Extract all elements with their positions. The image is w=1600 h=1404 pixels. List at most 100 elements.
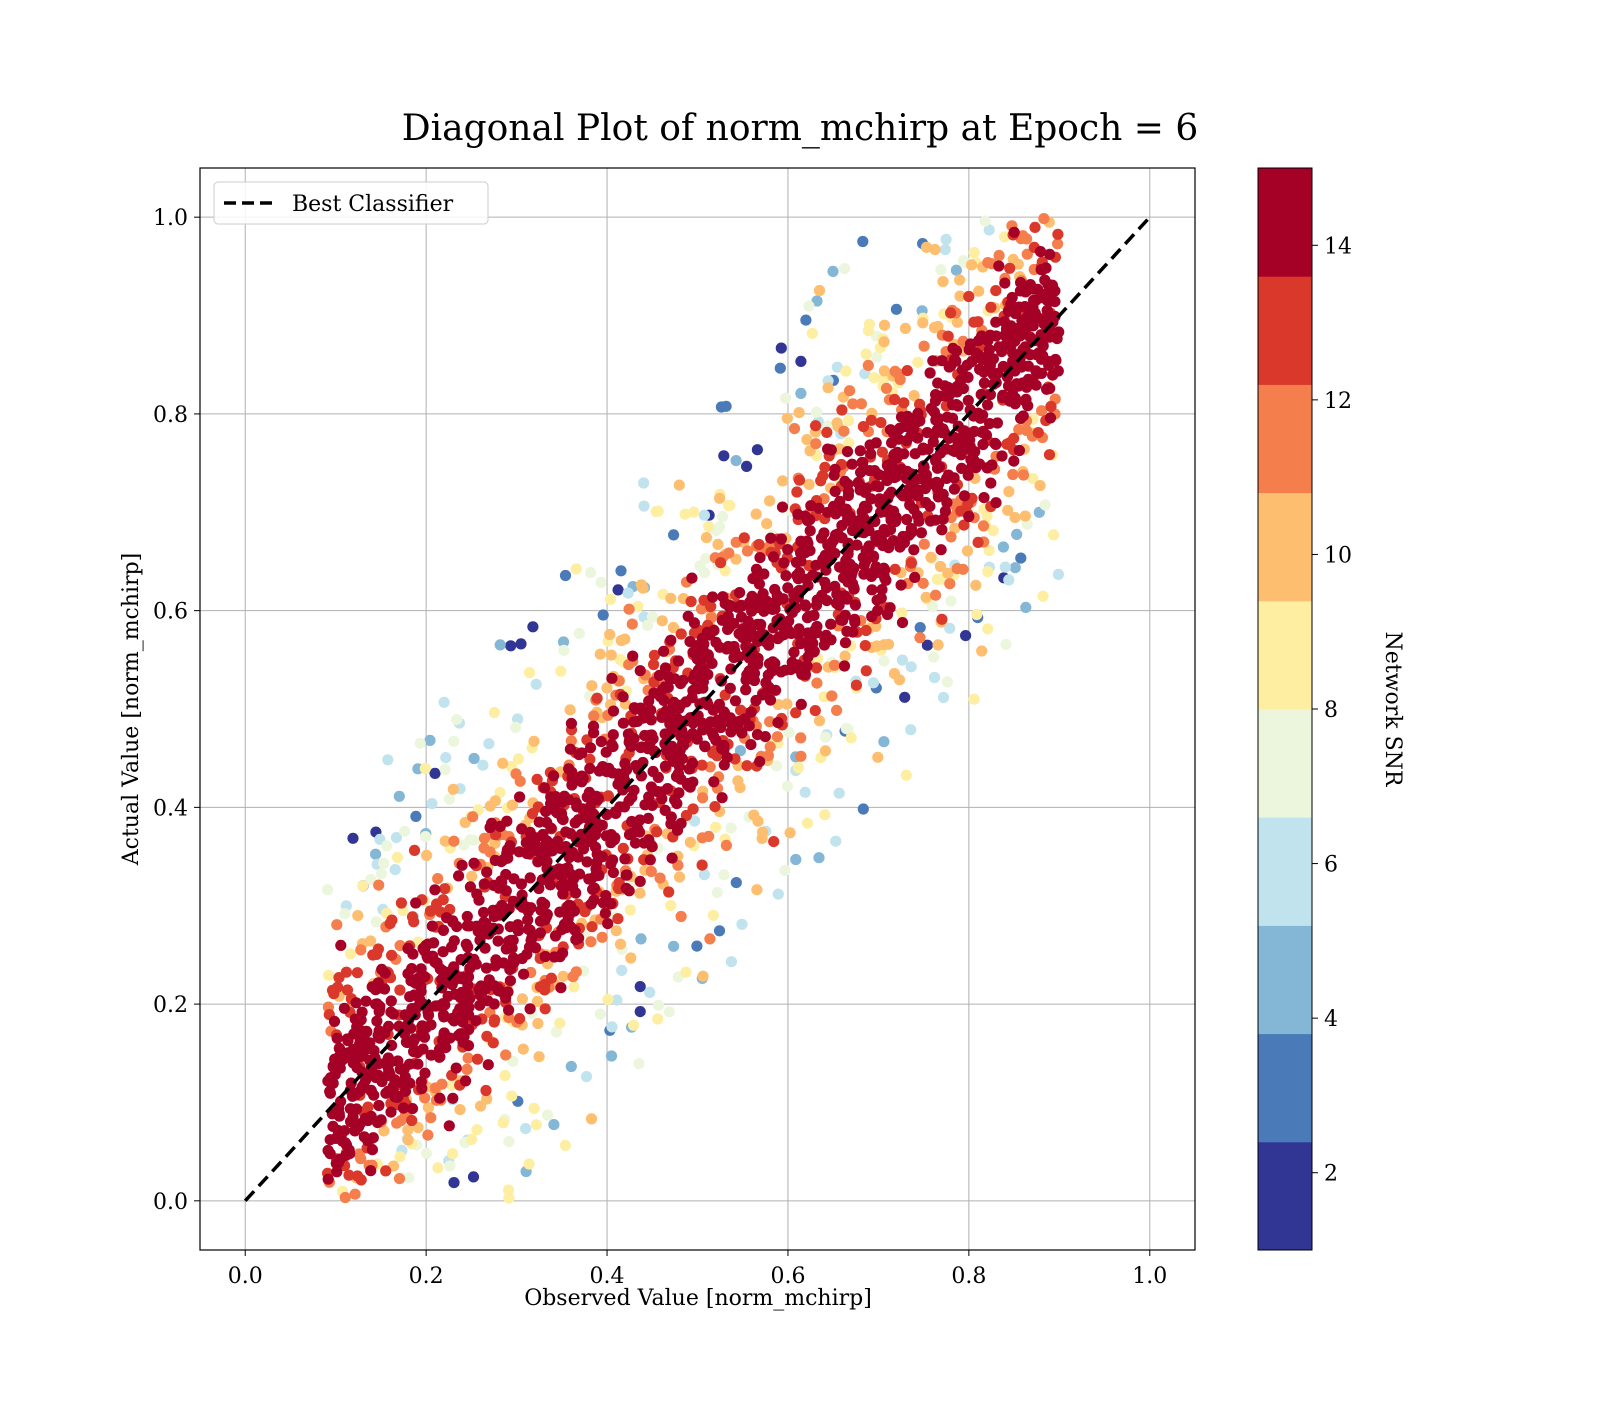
scatter-point bbox=[615, 565, 627, 577]
scatter-point bbox=[800, 314, 812, 326]
scatter-point bbox=[890, 303, 903, 315]
scatter-point bbox=[342, 1035, 354, 1047]
x-tick-label: 0.6 bbox=[770, 1264, 805, 1289]
scatter-point bbox=[467, 811, 479, 823]
scatter-point bbox=[456, 859, 468, 871]
scatter-point bbox=[908, 390, 920, 402]
scatter-point bbox=[838, 660, 851, 672]
scatter-point bbox=[684, 836, 696, 848]
scatter-point bbox=[569, 924, 581, 936]
scatter-point bbox=[942, 330, 954, 342]
scatter-point bbox=[504, 921, 516, 933]
scatter-point bbox=[1019, 510, 1031, 522]
scatter-point bbox=[909, 571, 921, 584]
scatter-point bbox=[458, 839, 470, 851]
scatter-point bbox=[663, 671, 675, 683]
scatter-point bbox=[830, 835, 842, 847]
scatter-point bbox=[461, 1063, 473, 1075]
scatter-point bbox=[642, 812, 654, 825]
scatter-point bbox=[799, 599, 811, 611]
scatter-point bbox=[524, 872, 536, 884]
scatter-point bbox=[653, 669, 666, 682]
scatter-point bbox=[945, 307, 957, 319]
scatter-point bbox=[757, 826, 769, 838]
scatter-point bbox=[897, 530, 909, 543]
scatter-point bbox=[836, 532, 848, 544]
scatter-point bbox=[644, 986, 656, 999]
scatter-point bbox=[409, 1033, 421, 1045]
scatter-point bbox=[698, 869, 711, 881]
scatter-point bbox=[1039, 274, 1051, 286]
scatter-point bbox=[829, 580, 841, 593]
scatter-point bbox=[429, 884, 441, 896]
scatter-point bbox=[478, 906, 490, 919]
scatter-point bbox=[451, 714, 463, 726]
scatter-point bbox=[446, 978, 458, 991]
scatter-point bbox=[847, 626, 859, 638]
scatter-point bbox=[339, 908, 351, 920]
scatter-point bbox=[406, 911, 419, 923]
scatter-point bbox=[811, 295, 823, 307]
scatter-point bbox=[700, 532, 713, 544]
scatter-point bbox=[963, 344, 975, 356]
scatter-point bbox=[822, 443, 834, 455]
scatter-point bbox=[875, 592, 887, 604]
scatter-point bbox=[829, 463, 841, 475]
scatter-point bbox=[663, 1006, 675, 1018]
scatter-point bbox=[771, 760, 783, 772]
scatter-point bbox=[473, 984, 485, 996]
scatter-point bbox=[514, 775, 526, 787]
scatter-point bbox=[338, 1125, 351, 1137]
scatter-point bbox=[895, 411, 908, 423]
scatter-point bbox=[761, 595, 773, 607]
scatter-point bbox=[716, 742, 728, 755]
scatter-point bbox=[582, 825, 594, 837]
scatter-point bbox=[680, 809, 693, 822]
scatter-point bbox=[788, 423, 801, 435]
scatter-point bbox=[1000, 323, 1013, 335]
scatter-point bbox=[722, 623, 734, 636]
scatter-point bbox=[532, 856, 544, 868]
scatter-point bbox=[673, 871, 686, 883]
scatter-point bbox=[715, 557, 727, 569]
scatter-point bbox=[836, 519, 848, 532]
scatter-point bbox=[558, 644, 570, 657]
scatter-point bbox=[940, 233, 952, 245]
scatter-point bbox=[742, 615, 754, 627]
scatter-point bbox=[557, 970, 569, 982]
scatter-point bbox=[878, 336, 890, 348]
colorbar-segment bbox=[1258, 168, 1312, 277]
scatter-point bbox=[489, 960, 501, 972]
scatter-point bbox=[792, 761, 805, 774]
scatter-point bbox=[968, 246, 980, 259]
scatter-point bbox=[454, 1104, 466, 1116]
scatter-point bbox=[646, 841, 658, 853]
scatter-point bbox=[1009, 392, 1021, 404]
scatter-point bbox=[665, 900, 677, 912]
scatter-point bbox=[560, 826, 572, 838]
scatter-point bbox=[811, 594, 823, 606]
scatter-point bbox=[710, 821, 722, 833]
scatter-point bbox=[406, 1003, 418, 1015]
scatter-point bbox=[429, 767, 441, 780]
scatter-point bbox=[878, 736, 890, 748]
scatter-point bbox=[825, 618, 837, 630]
scatter-point bbox=[494, 786, 506, 799]
scatter-point bbox=[973, 285, 985, 297]
scatter-point bbox=[710, 636, 722, 649]
scatter-point bbox=[645, 704, 657, 716]
scatter-point bbox=[688, 506, 700, 518]
scatter-point bbox=[847, 398, 859, 410]
scatter-point bbox=[1004, 437, 1016, 449]
scatter-point bbox=[370, 916, 382, 928]
scatter-point bbox=[761, 518, 773, 530]
scatter-point bbox=[577, 803, 589, 815]
scatter-point bbox=[720, 839, 733, 852]
scatter-point bbox=[950, 345, 963, 357]
scatter-point bbox=[351, 967, 363, 979]
scatter-point bbox=[492, 935, 504, 947]
scatter-point bbox=[393, 1173, 406, 1185]
scatter-point bbox=[803, 478, 815, 490]
scatter-point bbox=[855, 398, 868, 410]
scatter-point bbox=[555, 982, 567, 994]
